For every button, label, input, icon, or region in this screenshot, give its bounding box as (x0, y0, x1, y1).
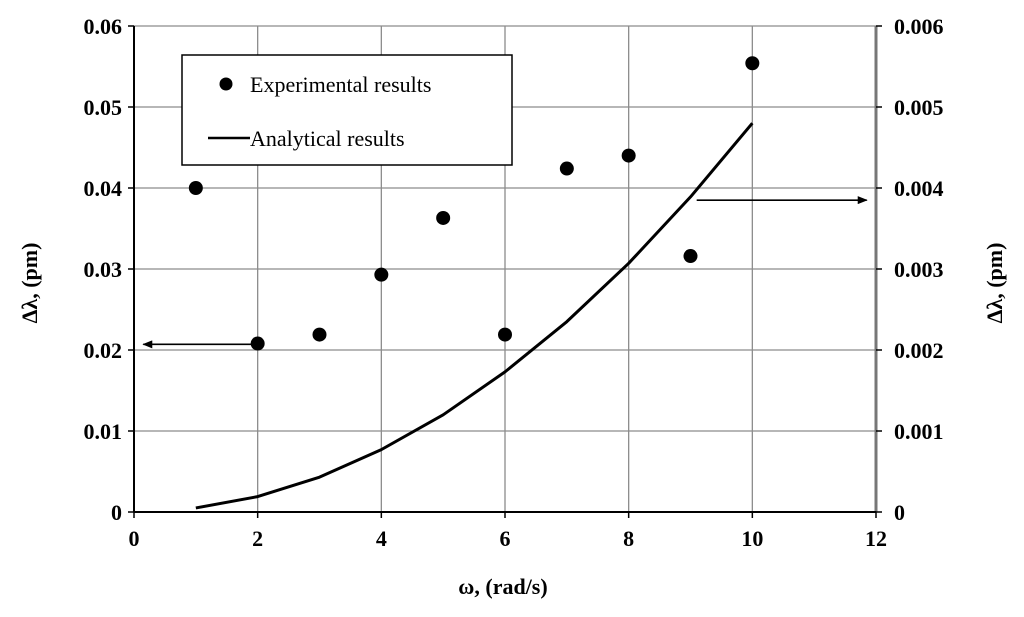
data-point-experimental (498, 327, 512, 342)
data-point-experimental (559, 161, 574, 176)
x-tick-label: 4 (376, 526, 387, 551)
y-axis-title-right: Δλ, (pm) (982, 243, 1007, 324)
data-point-experimental (312, 327, 327, 342)
legend: Experimental results Analytical results (181, 54, 513, 166)
x-axis-title: ω, (rad/s) (458, 574, 547, 599)
annotations (142, 196, 868, 349)
legend-box (181, 54, 513, 166)
y-left-tick-label: 0.06 (84, 14, 123, 39)
y-right-tick-label: 0.004 (894, 176, 944, 201)
y-left-tick-label: 0.04 (84, 176, 123, 201)
data-point-experimental (683, 249, 698, 264)
data-point-experimental (745, 56, 760, 71)
data-point-experimental (374, 267, 389, 282)
y-left-tick-label: 0.01 (84, 419, 123, 444)
series (188, 56, 760, 510)
x-tick-label: 8 (623, 526, 634, 551)
x-tick-label: 0 (129, 526, 140, 551)
y-left-tick-label: 0 (111, 500, 122, 525)
data-point-experimental (436, 210, 451, 225)
series-line-analytical (195, 122, 754, 510)
axes (128, 25, 882, 518)
legend-marker-experimental (219, 77, 233, 91)
x-tick-label: 10 (741, 526, 763, 551)
y-right-tick-label: 0 (894, 500, 905, 525)
y-right-tick-label: 0.006 (894, 14, 944, 39)
y-left-tick-label: 0.03 (84, 257, 123, 282)
y-left-tick-label: 0.02 (84, 338, 123, 363)
y-axis-title-left: Δλ, (pm) (17, 243, 42, 324)
data-point-experimental (250, 336, 265, 351)
data-point-experimental (621, 148, 636, 163)
data-point-experimental (188, 181, 203, 195)
y-right-tick-label: 0.005 (894, 95, 944, 120)
legend-label-experimental: Experimental results (250, 72, 431, 97)
x-tick-label: 6 (500, 526, 511, 551)
x-tick-label: 12 (865, 526, 887, 551)
y-right-tick-label: 0.001 (894, 419, 944, 444)
y-right-tick-label: 0.003 (894, 257, 944, 282)
x-tick-label: 2 (252, 526, 263, 551)
y-left-tick-label: 0.05 (84, 95, 123, 120)
legend-label-analytical: Analytical results (250, 126, 405, 151)
tick-labels: 0 2 4 6 8 10 12 0 0.01 0.02 0.03 0.04 0.05 0.06 0 0.001… (84, 14, 944, 551)
y-right-tick-label: 0.002 (894, 338, 944, 363)
